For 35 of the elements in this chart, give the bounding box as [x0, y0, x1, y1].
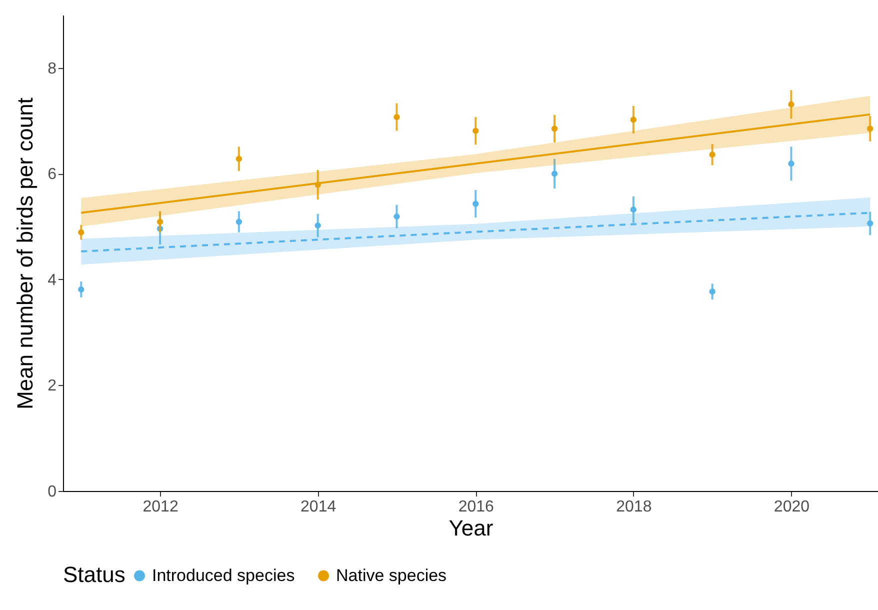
point: [236, 218, 242, 225]
x-axis-title: Year: [448, 516, 494, 540]
point: [156, 218, 164, 225]
point: [394, 114, 400, 120]
legend-title: Status: [63, 562, 126, 587]
point: [236, 156, 242, 162]
point: [78, 229, 84, 236]
point: [472, 128, 479, 134]
y-tick-label: 4: [48, 272, 57, 289]
point: [551, 170, 558, 177]
point: [709, 152, 716, 158]
point: [788, 160, 794, 167]
legend-label: Introduced species: [152, 566, 295, 585]
y-tick-label: 6: [48, 166, 57, 184]
y-axis-title: Mean number of birds per count: [12, 98, 38, 410]
point: [314, 222, 321, 229]
point: [630, 206, 637, 213]
x-tick-label: 2018: [616, 498, 652, 516]
x-tick-label: 2016: [458, 498, 494, 516]
point: [867, 220, 874, 226]
y-tick-label: 8: [48, 60, 57, 78]
point: [867, 126, 874, 132]
x-tick-label: 2020: [774, 498, 810, 516]
y-tick-label: 2: [48, 378, 57, 395]
point: [472, 200, 479, 207]
x-tick-label: 2012: [142, 498, 178, 516]
point: [78, 286, 84, 293]
point: [394, 213, 400, 220]
x-tick-label: 2014: [300, 498, 336, 516]
point: [551, 126, 558, 132]
point: [630, 116, 637, 123]
y-tick-label: 0: [48, 484, 57, 500]
point: [788, 101, 794, 108]
legend-label: Native species: [336, 566, 447, 585]
point: [709, 288, 716, 295]
